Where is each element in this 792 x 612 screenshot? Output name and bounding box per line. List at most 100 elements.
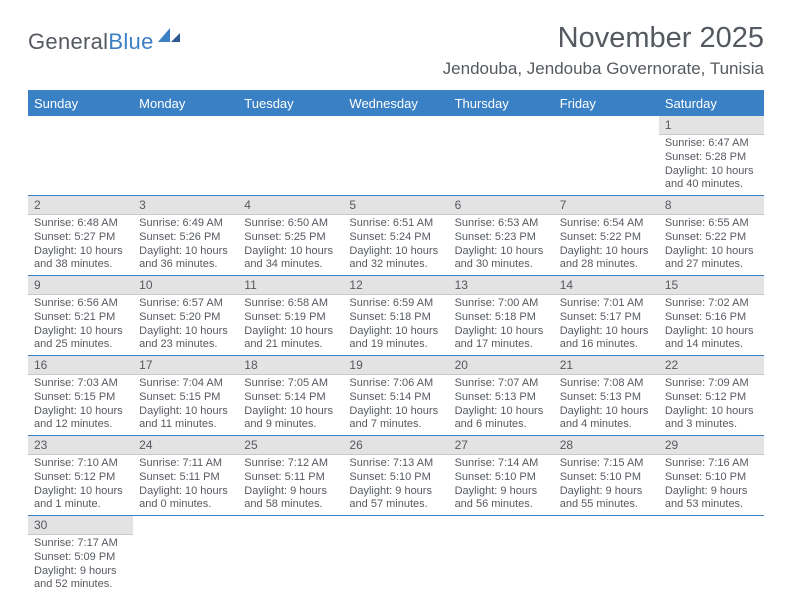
sunset-line: Sunset: 5:10 PM [665, 471, 758, 485]
day-cell: 15Sunrise: 7:02 AMSunset: 5:16 PMDayligh… [659, 276, 764, 356]
day-number: 2 [28, 196, 133, 215]
logo: GeneralBlue [28, 26, 182, 57]
daylight1-line: Daylight: 9 hours [349, 485, 442, 499]
day-number: 25 [238, 436, 343, 455]
empty-cell [28, 116, 133, 196]
day-cell: 10Sunrise: 6:57 AMSunset: 5:20 PMDayligh… [133, 276, 238, 356]
day-details: Sunrise: 7:10 AMSunset: 5:12 PMDaylight:… [28, 455, 133, 515]
sunrise-line: Sunrise: 7:00 AM [455, 297, 548, 311]
calendar-table: Sunday Monday Tuesday Wednesday Thursday… [28, 90, 764, 595]
sunrise-line: Sunrise: 7:06 AM [349, 377, 442, 391]
daylight1-line: Daylight: 9 hours [34, 565, 127, 579]
day-header: Tuesday [238, 91, 343, 117]
day-header: Thursday [449, 91, 554, 117]
day-details: Sunrise: 6:58 AMSunset: 5:19 PMDaylight:… [238, 295, 343, 355]
day-header: Sunday [28, 91, 133, 117]
daylight1-line: Daylight: 9 hours [665, 485, 758, 499]
daylight2-line: and 0 minutes. [139, 498, 232, 512]
daylight2-line: and 34 minutes. [244, 258, 337, 272]
day-number: 12 [343, 276, 448, 295]
sunrise-line: Sunrise: 7:11 AM [139, 457, 232, 471]
day-cell: 24Sunrise: 7:11 AMSunset: 5:11 PMDayligh… [133, 436, 238, 516]
day-number: 19 [343, 356, 448, 375]
sunset-line: Sunset: 5:12 PM [34, 471, 127, 485]
sunset-line: Sunset: 5:26 PM [139, 231, 232, 245]
day-number: 1 [659, 116, 764, 135]
daynum-bar [554, 116, 659, 134]
day-number: 17 [133, 356, 238, 375]
sunset-line: Sunset: 5:10 PM [560, 471, 653, 485]
sunset-line: Sunset: 5:20 PM [139, 311, 232, 325]
sunrise-line: Sunrise: 6:53 AM [455, 217, 548, 231]
empty-cell [659, 516, 764, 596]
day-details: Sunrise: 6:51 AMSunset: 5:24 PMDaylight:… [343, 215, 448, 275]
daynum-bar [449, 116, 554, 134]
sunrise-line: Sunrise: 7:09 AM [665, 377, 758, 391]
daylight2-line: and 9 minutes. [244, 418, 337, 432]
day-cell: 2Sunrise: 6:48 AMSunset: 5:27 PMDaylight… [28, 196, 133, 276]
day-details: Sunrise: 6:47 AMSunset: 5:28 PMDaylight:… [659, 135, 764, 195]
empty-cell [343, 116, 448, 196]
daylight1-line: Daylight: 10 hours [139, 405, 232, 419]
day-cell: 22Sunrise: 7:09 AMSunset: 5:12 PMDayligh… [659, 356, 764, 436]
daylight1-line: Daylight: 10 hours [560, 245, 653, 259]
sunset-line: Sunset: 5:28 PM [665, 151, 758, 165]
day-cell: 5Sunrise: 6:51 AMSunset: 5:24 PMDaylight… [343, 196, 448, 276]
sunset-line: Sunset: 5:17 PM [560, 311, 653, 325]
logo-text: GeneralBlue [28, 29, 154, 55]
daynum-bar [343, 116, 448, 134]
sunrise-line: Sunrise: 7:17 AM [34, 537, 127, 551]
daylight1-line: Daylight: 10 hours [560, 325, 653, 339]
daylight1-line: Daylight: 10 hours [665, 405, 758, 419]
sunrise-line: Sunrise: 7:12 AM [244, 457, 337, 471]
week-row: 16Sunrise: 7:03 AMSunset: 5:15 PMDayligh… [28, 356, 764, 436]
day-cell: 26Sunrise: 7:13 AMSunset: 5:10 PMDayligh… [343, 436, 448, 516]
daylight2-line: and 25 minutes. [34, 338, 127, 352]
daylight2-line: and 58 minutes. [244, 498, 337, 512]
day-cell: 20Sunrise: 7:07 AMSunset: 5:13 PMDayligh… [449, 356, 554, 436]
day-cell: 17Sunrise: 7:04 AMSunset: 5:15 PMDayligh… [133, 356, 238, 436]
day-cell: 12Sunrise: 6:59 AMSunset: 5:18 PMDayligh… [343, 276, 448, 356]
day-cell: 18Sunrise: 7:05 AMSunset: 5:14 PMDayligh… [238, 356, 343, 436]
daylight1-line: Daylight: 10 hours [349, 325, 442, 339]
day-cell: 30Sunrise: 7:17 AMSunset: 5:09 PMDayligh… [28, 516, 133, 596]
day-cell: 16Sunrise: 7:03 AMSunset: 5:15 PMDayligh… [28, 356, 133, 436]
sunset-line: Sunset: 5:25 PM [244, 231, 337, 245]
daylight2-line: and 21 minutes. [244, 338, 337, 352]
day-details: Sunrise: 7:11 AMSunset: 5:11 PMDaylight:… [133, 455, 238, 515]
day-cell: 1Sunrise: 6:47 AMSunset: 5:28 PMDaylight… [659, 116, 764, 196]
day-details: Sunrise: 7:03 AMSunset: 5:15 PMDaylight:… [28, 375, 133, 435]
daylight2-line: and 55 minutes. [560, 498, 653, 512]
daylight2-line: and 4 minutes. [560, 418, 653, 432]
day-number: 28 [554, 436, 659, 455]
day-details: Sunrise: 6:48 AMSunset: 5:27 PMDaylight:… [28, 215, 133, 275]
empty-cell [449, 516, 554, 596]
sunset-line: Sunset: 5:21 PM [34, 311, 127, 325]
day-number: 24 [133, 436, 238, 455]
daynum-bar [449, 516, 554, 534]
day-cell: 13Sunrise: 7:00 AMSunset: 5:18 PMDayligh… [449, 276, 554, 356]
sunrise-line: Sunrise: 7:14 AM [455, 457, 548, 471]
week-row: 1Sunrise: 6:47 AMSunset: 5:28 PMDaylight… [28, 116, 764, 196]
day-details: Sunrise: 6:57 AMSunset: 5:20 PMDaylight:… [133, 295, 238, 355]
empty-cell [133, 116, 238, 196]
day-number: 15 [659, 276, 764, 295]
sunrise-line: Sunrise: 7:13 AM [349, 457, 442, 471]
day-details: Sunrise: 6:54 AMSunset: 5:22 PMDaylight:… [554, 215, 659, 275]
daylight2-line: and 23 minutes. [139, 338, 232, 352]
day-number: 23 [28, 436, 133, 455]
daylight1-line: Daylight: 10 hours [349, 245, 442, 259]
day-details: Sunrise: 6:56 AMSunset: 5:21 PMDaylight:… [28, 295, 133, 355]
daynum-bar [659, 516, 764, 534]
day-details: Sunrise: 6:49 AMSunset: 5:26 PMDaylight:… [133, 215, 238, 275]
day-details: Sunrise: 7:00 AMSunset: 5:18 PMDaylight:… [449, 295, 554, 355]
day-number: 8 [659, 196, 764, 215]
day-number: 5 [343, 196, 448, 215]
daylight2-line: and 19 minutes. [349, 338, 442, 352]
daylight1-line: Daylight: 9 hours [560, 485, 653, 499]
sunset-line: Sunset: 5:15 PM [139, 391, 232, 405]
sunset-line: Sunset: 5:14 PM [244, 391, 337, 405]
daylight1-line: Daylight: 10 hours [34, 245, 127, 259]
day-details: Sunrise: 7:04 AMSunset: 5:15 PMDaylight:… [133, 375, 238, 435]
day-cell: 25Sunrise: 7:12 AMSunset: 5:11 PMDayligh… [238, 436, 343, 516]
